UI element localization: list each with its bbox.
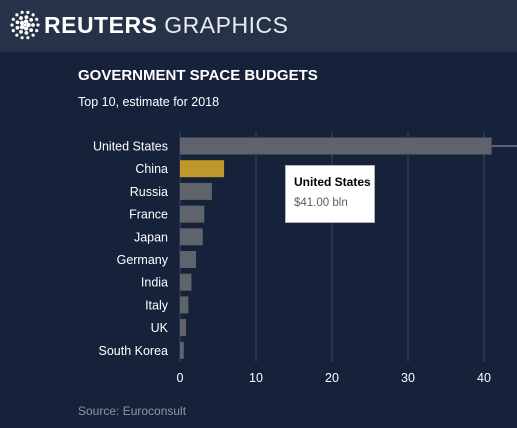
logo-dot — [35, 29, 39, 33]
tooltip-value: $41.00 bln — [294, 197, 348, 209]
chart-title: GOVERNMENT SPACE BUDGETS — [78, 67, 318, 84]
logo-dot — [35, 17, 39, 21]
logo-dot — [29, 17, 34, 22]
bar[interactable] — [180, 137, 492, 155]
logo-dot — [15, 33, 19, 37]
logo-dot — [23, 19, 29, 24]
category-label: Russia — [130, 185, 168, 199]
logo-dot — [26, 22, 31, 28]
category-label: South Korea — [99, 344, 169, 358]
tooltip-name: United States — [294, 175, 371, 189]
reuters-logo-icon — [10, 10, 40, 40]
bar[interactable] — [180, 273, 192, 291]
category-label: China — [135, 162, 168, 176]
logo-dot — [31, 33, 35, 37]
logo-dot — [11, 17, 15, 21]
bar[interactable] — [180, 228, 203, 246]
logo-dot — [19, 24, 25, 30]
category-label: Japan — [134, 230, 168, 244]
logo-dot — [36, 23, 40, 27]
logo-dot — [20, 10, 24, 14]
category-label: France — [129, 208, 168, 222]
brand-light: GRAPHICS — [164, 12, 289, 38]
logo-dot — [31, 13, 35, 17]
source-note: Source: Euroconsult — [78, 404, 187, 418]
logo-dot — [31, 23, 35, 27]
bar[interactable] — [180, 160, 225, 178]
logo-dot — [11, 29, 15, 33]
logo-dot — [15, 13, 19, 17]
tick-label: 10 — [249, 371, 263, 385]
bar-chart: United States China Russia France Japan Germa… — [93, 132, 517, 385]
bar[interactable] — [180, 296, 189, 314]
tooltip: United States $41.00 bln — [285, 165, 375, 223]
logo-dot — [19, 20, 25, 26]
logo-dot — [15, 20, 20, 25]
category-label: UK — [151, 321, 169, 335]
logo-dot — [10, 23, 14, 27]
logo-dot — [19, 30, 23, 34]
logo-dot — [15, 25, 20, 30]
logo-dot — [23, 23, 27, 27]
tick-label: 20 — [325, 371, 339, 385]
bar[interactable] — [180, 182, 212, 200]
bar[interactable] — [180, 319, 187, 337]
bar[interactable] — [180, 205, 205, 223]
header-bar: REUTERS GRAPHICS — [0, 0, 517, 52]
category-label: United States — [93, 140, 168, 154]
tick-label: 40 — [477, 371, 491, 385]
logo-dot — [24, 15, 29, 20]
logo-dot — [20, 36, 24, 40]
logo-dot — [29, 28, 34, 33]
logo-dot — [24, 30, 29, 35]
brand-bold: REUTERS — [44, 12, 158, 38]
category-label: Italy — [145, 298, 169, 312]
brand-logo-text: REUTERS GRAPHICS — [44, 12, 288, 38]
tick-label: 0 — [177, 371, 184, 385]
category-label: India — [141, 276, 168, 290]
chart-subtitle: Top 10, estimate for 2018 — [78, 95, 220, 109]
bar[interactable] — [180, 341, 184, 359]
logo-dot — [19, 16, 23, 20]
tick-label: 30 — [401, 371, 415, 385]
logo-dot — [26, 36, 30, 40]
logo-dot — [26, 10, 30, 14]
logo-dot — [23, 26, 29, 31]
category-label: Germany — [117, 253, 169, 267]
bar[interactable] — [180, 251, 196, 268]
